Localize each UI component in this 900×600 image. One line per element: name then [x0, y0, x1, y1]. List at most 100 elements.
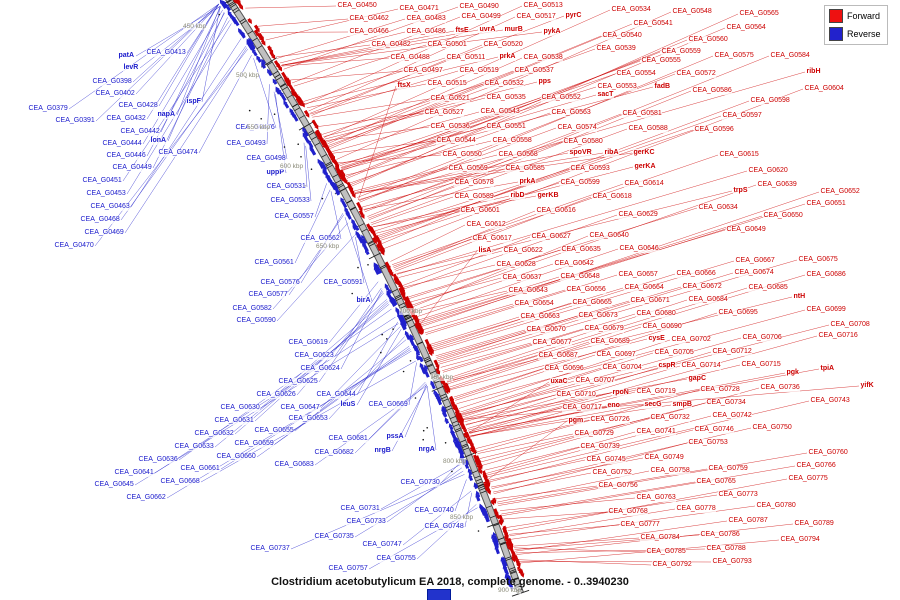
leader-line-reverse [154, 316, 396, 474]
forward-strand-swatch [829, 9, 843, 23]
leader-line-forward [496, 470, 650, 503]
gene-arrow-reverse-body [484, 511, 489, 519]
band-tick [434, 380, 441, 384]
band-tick [350, 207, 356, 211]
band-tick [282, 86, 288, 91]
gene-arrow-reverse-head [317, 158, 322, 164]
leader-line-forward [324, 97, 486, 140]
gene-arrow-forward-head [487, 490, 492, 495]
gene-arrow-reverse-head [227, 10, 232, 16]
leader-line-forward [378, 100, 750, 240]
band-tick [510, 570, 517, 574]
gene-arrow-forward-body [476, 459, 483, 467]
band-tick [247, 30, 253, 35]
leader-line-forward [418, 276, 560, 321]
gene-arrow-forward-body [297, 97, 305, 105]
gene-arrow-forward-head [398, 284, 402, 289]
gene-arrow-reverse-head [479, 503, 484, 508]
band-tick [325, 161, 332, 166]
leader-line-forward [514, 534, 700, 550]
band-tick [426, 363, 433, 367]
gene-arrow-reverse-body [387, 293, 391, 298]
gene-arrow-forward-head [520, 573, 525, 578]
gene-arrow-forward-body [490, 499, 495, 503]
gene-arrow-reverse-body [400, 323, 407, 331]
gene-arrow-reverse-body [468, 471, 473, 476]
band-tick [369, 243, 375, 247]
leader-line-forward [372, 195, 510, 228]
gene-arrow-reverse-body [430, 383, 436, 390]
gene-arrow-reverse-body [303, 129, 309, 137]
gene-arrow-forward-head [371, 230, 376, 236]
gene-arrow-forward-body [516, 566, 521, 570]
gene-arrow-reverse-body [493, 535, 499, 544]
gene-arrow-forward-head [460, 418, 464, 424]
leader-line-forward [463, 378, 688, 420]
gene-arrow-forward-head [360, 214, 365, 219]
band-tick [230, 4, 236, 8]
gene-arrow-forward-body [483, 481, 487, 484]
gene-arrow-forward-head [271, 54, 276, 60]
gene-arrow-reverse-body [410, 336, 415, 341]
gene-arrow-reverse-head [330, 180, 335, 186]
gene-arrow-reverse-head [395, 307, 400, 312]
feature-dot [422, 438, 425, 441]
leader-line-forward [449, 341, 590, 388]
band-tick [417, 341, 423, 346]
gene-arrow-reverse-body [220, 1, 227, 10]
gene-arrow-forward-head [485, 481, 490, 486]
band-tick [241, 20, 247, 25]
band-tick [440, 393, 447, 397]
gene-arrow-forward-body [311, 119, 318, 127]
leader-line-forward [341, 73, 616, 170]
leader-line-reverse [260, 299, 387, 409]
gene-arrow-reverse-body [226, 5, 232, 12]
leader-line-reverse [158, 3, 220, 107]
feature-dot [248, 109, 251, 112]
leader-line-reverse [294, 189, 331, 264]
band-tick [449, 416, 456, 420]
leader-line-forward [461, 337, 742, 416]
leader-line-forward [482, 387, 760, 466]
band-tick [338, 184, 344, 189]
leader-line-forward [317, 112, 424, 127]
band-tick [441, 396, 448, 400]
gene-arrow-forward-body [414, 322, 419, 328]
gene-arrow-reverse-body [273, 81, 278, 85]
leader-line-forward [281, 30, 455, 66]
leader-line-forward [485, 431, 636, 474]
band-tick [404, 314, 410, 318]
gene-arrow-reverse-body [393, 301, 398, 306]
leader-line-forward [488, 459, 586, 481]
gene-arrow-forward-body [505, 540, 511, 548]
gene-arrow-reverse-head [290, 110, 295, 115]
gene-arrow-forward-body [273, 60, 280, 66]
gene-arrow-reverse-head [248, 40, 253, 45]
leader-line-forward [470, 404, 644, 437]
leader-line-reverse [356, 329, 402, 406]
gene-arrow-forward-body [375, 243, 381, 250]
leader-line-forward [420, 215, 763, 324]
leader-line-forward [412, 235, 589, 308]
gene-arrow-forward-head [482, 475, 487, 480]
leader-line-forward [379, 182, 560, 241]
band-tick [239, 18, 246, 23]
band-tick [499, 541, 506, 545]
leader-line-forward [410, 277, 502, 303]
band-tick [314, 142, 321, 146]
band-tick [228, 1, 235, 5]
gene-arrow-reverse-body [506, 578, 512, 584]
gene-arrow-forward-body [507, 538, 513, 545]
leader-line-forward [431, 302, 572, 348]
gene-arrow-reverse-body [293, 115, 299, 122]
gene-arrow-forward-body [385, 262, 390, 268]
feature-dot [477, 530, 480, 532]
band-tick [307, 130, 314, 134]
gene-arrow-reverse-head [354, 224, 359, 229]
leader-line-forward [507, 478, 788, 532]
gene-arrow-forward-body [374, 235, 381, 243]
legend-item-forward: Forward [829, 9, 881, 23]
band-tick [489, 515, 496, 519]
band-tick [509, 569, 516, 572]
gene-arrow-forward-head [247, 19, 252, 24]
